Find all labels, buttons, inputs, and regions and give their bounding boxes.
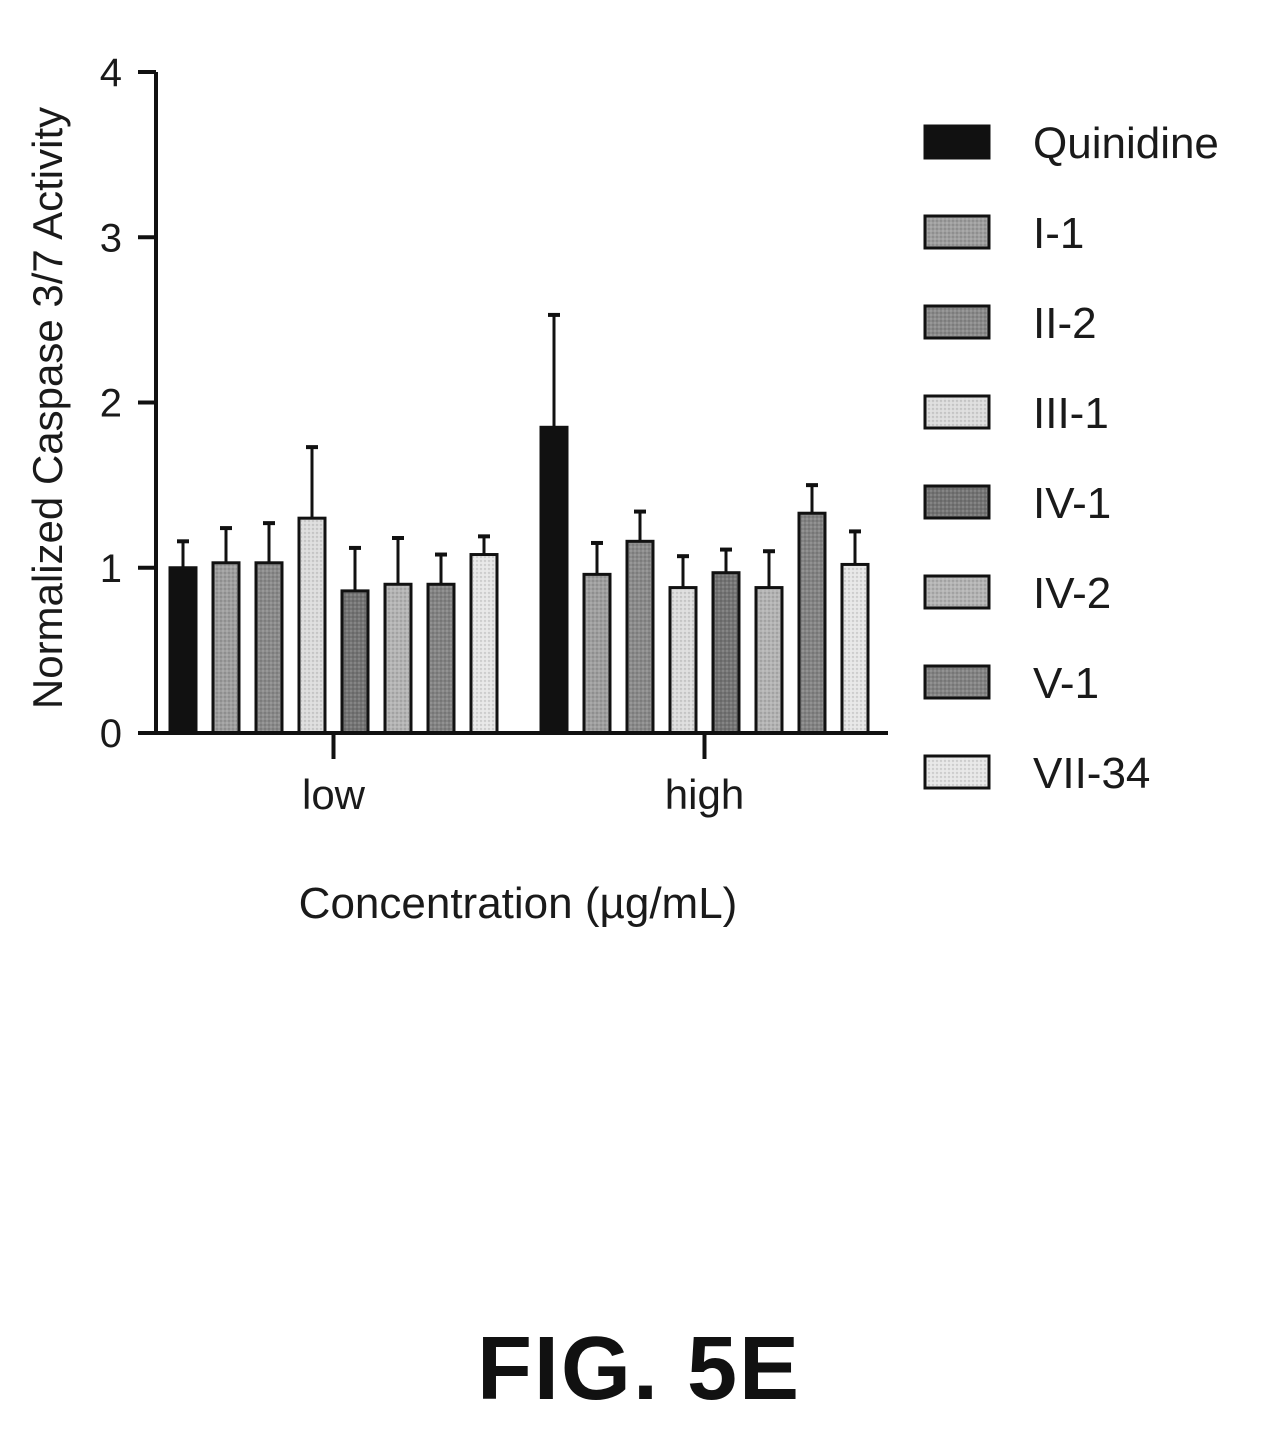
legend-label-vii-34: VII-34	[1033, 749, 1150, 798]
legend-label-i-1: I-1	[1033, 209, 1084, 258]
bar-texture-v-1-high	[801, 515, 823, 731]
x-axis-label: Concentration (µg/mL)	[299, 879, 738, 928]
legend-swatch-texture-iv-1	[927, 488, 987, 516]
bar-texture-i-1-low	[215, 564, 237, 731]
legend-label-iii-1: III-1	[1033, 389, 1109, 438]
bar-texture-ii-2-low	[258, 564, 280, 731]
legend-label-quinidine: Quinidine	[1033, 119, 1219, 168]
legend-swatch-texture-iv-2	[927, 578, 987, 606]
bar-texture-iv-1-low	[344, 592, 366, 731]
y-tick-label-1: 1	[100, 547, 122, 591]
x-tick-label-high: high	[665, 771, 744, 818]
axes-layer: 0 1 2 3 4 low high	[100, 51, 888, 818]
bar-texture-vii-34-high	[844, 566, 866, 731]
legend-swatch-texture-ii-2	[927, 308, 987, 336]
bar-quinidine-low	[168, 566, 198, 735]
bar-texture-iv-2-high	[758, 589, 780, 731]
bar-texture-i-1-high	[586, 576, 608, 731]
legend-label-iv-2: IV-2	[1033, 569, 1111, 618]
bar-quinidine-high	[539, 425, 569, 735]
x-tick-label-low: low	[302, 771, 366, 818]
legend-swatch-texture-i-1	[927, 218, 987, 246]
y-tick-label-0: 0	[100, 712, 122, 756]
y-tick-label-3: 3	[100, 216, 122, 260]
y-tick-label-2: 2	[100, 382, 122, 426]
legend: Quinidine I-1 II-2 III-1 IV-1 IV-2 V-1 VII-34	[923, 119, 1219, 798]
bars-layer	[168, 312, 870, 735]
bar-texture-iv-1-high	[715, 574, 737, 731]
bar-texture-vii-34-low	[473, 556, 495, 731]
y-axis-label: Normalized Caspase 3/7 Activity	[24, 107, 71, 709]
legend-swatch-texture-vii-34	[927, 758, 987, 786]
bar-texture-iv-2-low	[387, 586, 409, 731]
legend-label-v-1: V-1	[1033, 659, 1099, 708]
legend-label-iv-1: IV-1	[1033, 479, 1111, 528]
legend-label-ii-2: II-2	[1033, 299, 1097, 348]
legend-swatch-texture-v-1	[927, 668, 987, 696]
bar-texture-v-1-low	[430, 586, 452, 731]
figure-label: FIG. 5E	[476, 1319, 802, 1419]
bar-texture-ii-2-high	[629, 543, 651, 731]
y-tick-label-4: 4	[100, 51, 122, 95]
legend-swatch-quinidine	[923, 124, 991, 160]
bar-texture-iii-1-low	[301, 520, 323, 731]
legend-swatch-texture-iii-1	[927, 398, 987, 426]
bar-texture-iii-1-high	[672, 589, 694, 731]
